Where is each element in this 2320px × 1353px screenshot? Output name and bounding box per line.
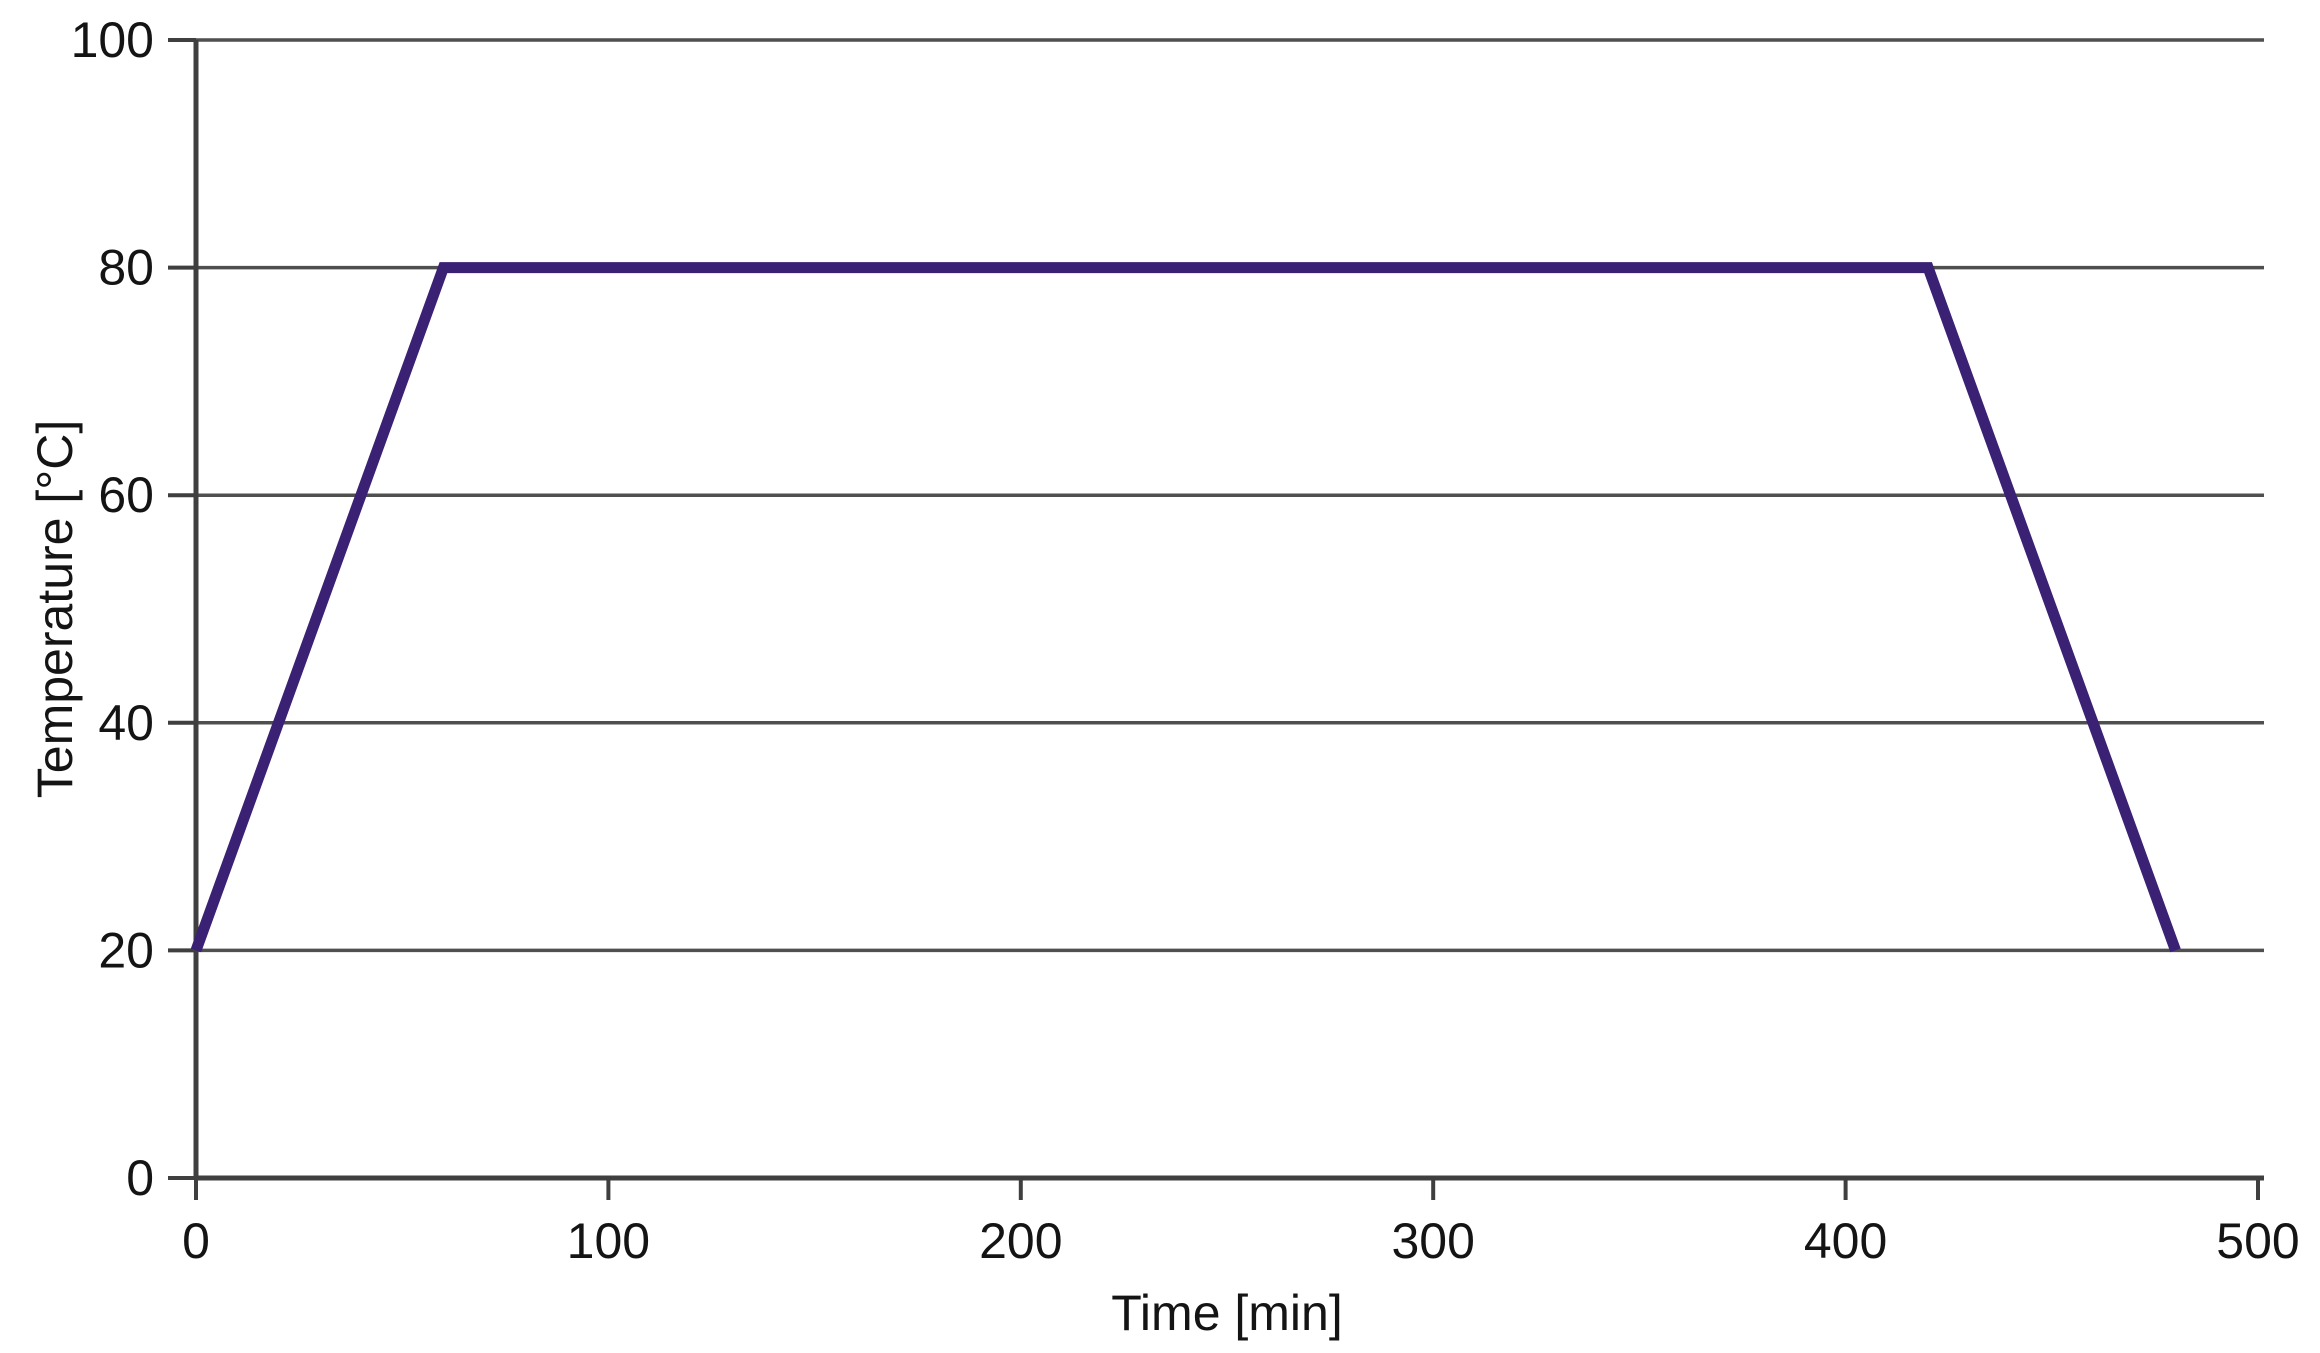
x-tick-label: 100 bbox=[567, 1213, 650, 1269]
x-axis-title: Time [min] bbox=[1111, 1285, 1343, 1341]
y-tick-label: 80 bbox=[98, 240, 154, 296]
series-temperature-profile bbox=[190, 262, 2181, 953]
x-tick-label: 300 bbox=[1391, 1213, 1474, 1269]
y-axis-title: Temperature [°C] bbox=[27, 420, 83, 798]
y-tick-label: 40 bbox=[98, 695, 154, 751]
x-tick-label: 400 bbox=[1804, 1213, 1887, 1269]
y-tick-label: 100 bbox=[71, 12, 154, 68]
y-tick-label: 60 bbox=[98, 467, 154, 523]
x-tick-label: 0 bbox=[182, 1213, 210, 1269]
y-tick-label: 20 bbox=[98, 922, 154, 978]
x-tick-label: 200 bbox=[979, 1213, 1062, 1269]
x-tick-label: 500 bbox=[2216, 1213, 2299, 1269]
y-tick-label: 0 bbox=[126, 1150, 154, 1206]
